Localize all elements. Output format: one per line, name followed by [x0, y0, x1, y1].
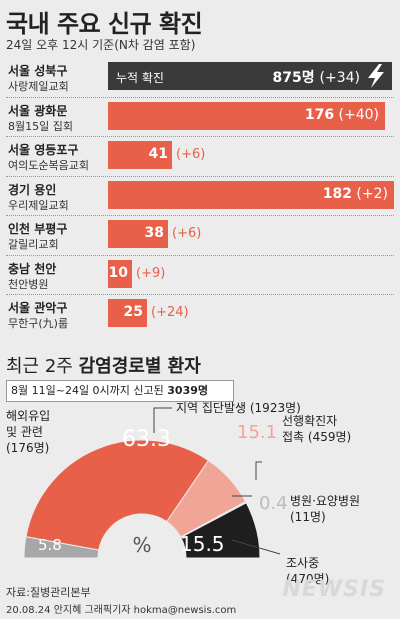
donut-title: 최근 2주 감염경로별 환자	[6, 356, 201, 377]
slice-name-line: 지역 집단발생 (1923명)	[176, 401, 301, 415]
bar-category-label: 서울 광화문 8월15일 집회	[8, 104, 104, 134]
slice-name-line: (176명)	[6, 441, 50, 455]
donut-slice	[180, 502, 261, 559]
page-subtitle: 24일 오후 12시 기준(N차 감염 포함)	[6, 38, 196, 52]
leader-line	[255, 461, 262, 480]
bar-region-label: 서울 관악구	[8, 301, 68, 315]
bar-place-label: 8월15일 집회	[8, 119, 73, 133]
slice-name-line: 접촉 (459명)	[282, 430, 352, 444]
row-separator	[6, 294, 394, 295]
bar-value-label: 875명 (+34)	[272, 70, 360, 86]
row-separator	[6, 136, 394, 137]
bar-place-label: 우리제일교회	[8, 198, 69, 212]
slice-name-line: 선행확진자	[282, 414, 338, 428]
row-separator	[6, 175, 394, 177]
newsis-logo: NEWSIS	[282, 577, 386, 602]
bar-place-label: 천안병원	[8, 277, 49, 291]
bar: 10	[108, 259, 132, 288]
row-separator	[6, 96, 394, 98]
bar-region-label: 충남 천안	[8, 261, 57, 276]
percent-symbol: %	[132, 533, 151, 557]
bar-value-label: 25	[123, 304, 143, 320]
bar-category-label: 경기 용인 우리제일교회	[8, 183, 104, 213]
slice-name-label: 지역 집단발생 (1923명)	[176, 400, 301, 416]
leader-line	[231, 539, 281, 555]
bar-category-label: 충남 천안 천안병원	[8, 262, 104, 292]
source-text: 자료:질병관리본부	[6, 586, 91, 599]
bar-region-label: 서울 영등포구	[8, 143, 79, 157]
bar-value-label: 176 (+40)	[304, 106, 379, 123]
slice-name-line: (11명)	[290, 510, 326, 524]
row-separator	[6, 254, 394, 256]
bar-increase-label: (+24)	[151, 305, 189, 320]
bar-value-label: 38	[144, 225, 164, 241]
cumulative-label: 누적 확진	[116, 71, 164, 85]
slice-percent-label: 63.3	[122, 427, 171, 452]
slice-percent-label: 15.1	[237, 422, 278, 443]
infection-route-donut-chart: %	[23, 407, 281, 559]
leader-line	[153, 407, 172, 433]
slice-name-label: 조사중 (470명)	[286, 555, 329, 587]
bar: 25	[108, 299, 147, 327]
slice-name-line: 해외유입	[6, 409, 51, 423]
slice-name-label: 병원·요양병원 (11명)	[290, 493, 360, 525]
bar-region-label: 서울 광화문	[8, 103, 68, 118]
row-separator	[6, 215, 394, 216]
slice-name-line: (470명)	[286, 572, 330, 586]
bar: 38	[108, 220, 168, 248]
lightning-icon	[368, 64, 384, 88]
slice-name-line: 및 관련	[6, 425, 43, 439]
bar-place-label: 여의도순복음교회	[8, 159, 89, 172]
bar-increase-label: (+6)	[172, 226, 202, 241]
credit-text: 20.08.24 안지혜 그래픽기자 hokma@newsis.com	[6, 605, 237, 616]
bar: 41	[108, 141, 172, 169]
donut-slice	[25, 439, 210, 551]
date-note: 8월 11일~24일 0시까지 신고된 3039명	[6, 380, 234, 402]
bar-place-label: 갈릴리교회	[8, 238, 59, 251]
bar: 176 (+40)	[108, 101, 385, 130]
bar-region-label: 경기 용인	[8, 182, 57, 197]
bar-place-label: 무한구(九)룹	[8, 317, 69, 330]
slice-percent-label: 15.5	[180, 532, 225, 556]
bar-increase-label: (+6)	[176, 147, 206, 162]
slice-percent-label: 5.8	[38, 536, 62, 554]
bar-increase-label: (+9)	[136, 265, 166, 281]
bar-value-label: 10	[108, 264, 128, 281]
page-title: 국내 주요 신규 확진	[6, 10, 203, 38]
slice-percent-label: 0.4	[259, 493, 288, 514]
bar-value-label: 182 (+2)	[322, 185, 388, 202]
bar-value-label: 41	[148, 146, 168, 162]
bar: 누적 확진 875명 (+34)	[108, 62, 392, 90]
slice-name-line: 조사중	[286, 556, 320, 570]
bar-region-label: 서울 성북구	[8, 64, 68, 78]
bar: 182 (+2)	[108, 180, 394, 209]
bar-region-label: 인천 부평구	[8, 222, 68, 236]
bar-place-label: 사랑제일교회	[8, 80, 69, 93]
slice-name-line: 병원·요양병원	[290, 494, 361, 508]
